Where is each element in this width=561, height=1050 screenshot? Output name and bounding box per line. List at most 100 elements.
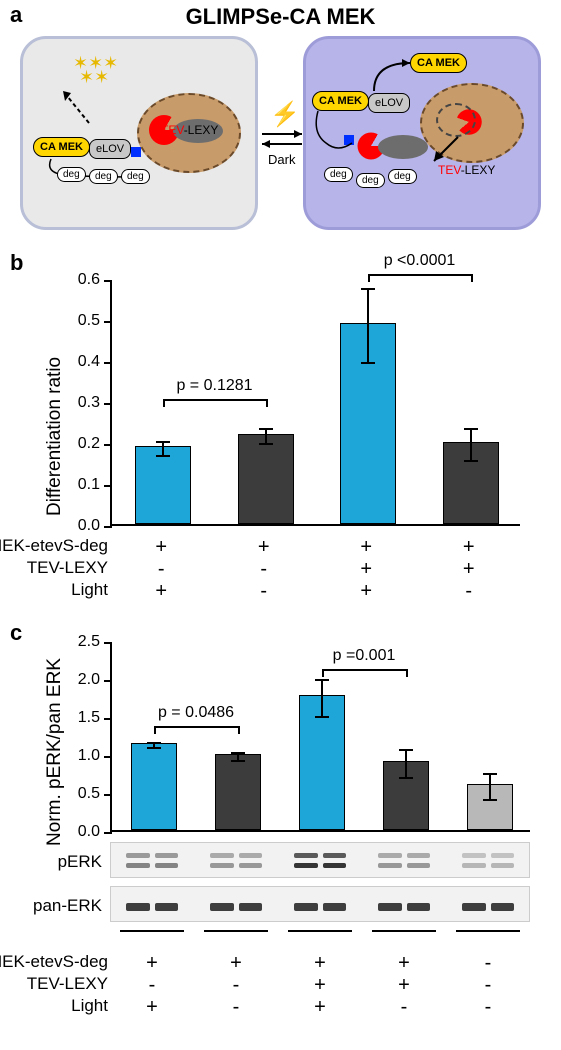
- ytick: [104, 362, 112, 364]
- condition-value: +: [398, 974, 410, 997]
- condition-value: -: [485, 996, 492, 1019]
- blot-band: [491, 903, 515, 911]
- panel-c-plot: 0.00.51.01.52.02.5p = 0.0486p =0.001: [110, 642, 530, 832]
- pval-bracket: [163, 399, 266, 401]
- equilibrium-arrows-icon: [258, 126, 306, 152]
- condition-value: +: [360, 580, 372, 603]
- ytick-label: 0.0: [78, 823, 100, 841]
- blot-band: [126, 903, 150, 911]
- panerk-label: pan-ERK: [6, 896, 102, 916]
- condition-value: +: [314, 952, 326, 975]
- pval-label: p = 0.0486: [158, 704, 234, 722]
- error-cap: [259, 443, 273, 445]
- panel-c-ylabel: Norm. pERK/pan ERK: [44, 616, 66, 846]
- elov-chip: eLOV: [368, 93, 410, 113]
- tev-lexy-left: TEV-LEXY: [161, 123, 218, 137]
- grey-oval: [378, 135, 428, 159]
- error-bar: [367, 288, 369, 362]
- ytick-label: 0.1: [78, 476, 100, 494]
- blot-band: [294, 863, 318, 868]
- condition-value: +: [146, 996, 158, 1019]
- condition-value: +: [258, 536, 270, 559]
- ytick-label: 0.2: [78, 435, 100, 453]
- deg-chip: deg: [388, 169, 417, 184]
- error-cap: [483, 773, 497, 775]
- elov-chip: eLOV: [89, 139, 131, 159]
- error-bar: [405, 749, 407, 776]
- error-bar: [470, 428, 472, 461]
- blot-band: [323, 853, 347, 858]
- arrow-icon: [428, 133, 468, 169]
- blot-band: [155, 863, 179, 868]
- error-cap: [464, 428, 478, 430]
- condition-label: TEV-LEXY: [0, 974, 108, 994]
- pval-label: p = 0.1281: [176, 377, 252, 395]
- blot-band: [407, 853, 431, 858]
- cell-right: CA MEK CA MEK eLOV deg deg deg TEV-LEXY: [303, 36, 541, 230]
- error-bar: [162, 441, 164, 456]
- camek-chip: CA MEK: [33, 137, 90, 157]
- blot-band: [126, 853, 150, 858]
- ytick-label: 1.5: [78, 709, 100, 727]
- blot-band: [407, 863, 431, 868]
- panel-b-ylabel: Differentiation ratio: [44, 306, 66, 516]
- bracket-tick: [322, 669, 324, 677]
- deg-chip: deg: [89, 169, 118, 184]
- panel-b: b Differentiation ratio 0.00.10.20.30.40…: [0, 250, 561, 620]
- lightning-icon: ⚡: [270, 100, 300, 129]
- ytick-label: 0.3: [78, 394, 100, 412]
- ytick: [104, 321, 112, 323]
- blot-band: [491, 853, 515, 858]
- condition-label: TEV-LEXY: [0, 558, 108, 578]
- condition-value: +: [360, 536, 372, 559]
- condition-value: +: [314, 974, 326, 997]
- condition-value: -: [233, 974, 240, 997]
- condition-value: +: [463, 536, 475, 559]
- bracket-tick: [368, 274, 370, 282]
- blot-band: [294, 903, 318, 911]
- bar: [238, 434, 294, 524]
- deg-chip: deg: [356, 173, 385, 188]
- ytick-label: 0.5: [78, 785, 100, 803]
- condition-label: Light: [0, 996, 108, 1016]
- panel-b-plot: 0.00.10.20.30.40.50.6p = 0.1281p <0.0001: [110, 280, 520, 526]
- ytick: [104, 403, 112, 405]
- blot-band: [462, 903, 486, 911]
- condition-value: -: [485, 952, 492, 975]
- ytick: [104, 280, 112, 282]
- pval-label: p <0.0001: [384, 252, 456, 270]
- camek-chip: CA MEK: [312, 91, 369, 111]
- ytick: [104, 680, 112, 682]
- ytick: [104, 832, 112, 834]
- blue-square-icon: [131, 147, 141, 157]
- blot-band: [462, 853, 486, 858]
- blot-band: [126, 863, 150, 868]
- error-bar: [489, 773, 491, 799]
- error-cap: [399, 749, 413, 751]
- condition-label: CA MEK-etevS-deg: [0, 536, 108, 556]
- lane-underline: [372, 930, 436, 932]
- figure: a GLIMPSe-CA MEK TEV-LEXY ✶✶✶ ✶✶ CA MEK …: [0, 0, 561, 1050]
- condition-value: +: [155, 536, 167, 559]
- ytick-label: 0.0: [78, 517, 100, 535]
- ytick: [104, 794, 112, 796]
- blot-band: [210, 853, 234, 858]
- error-cap: [315, 679, 329, 681]
- bracket-tick: [154, 726, 156, 734]
- blot-band: [378, 903, 402, 911]
- condition-value: +: [463, 558, 475, 581]
- error-cap: [315, 716, 329, 718]
- ytick-label: 2.5: [78, 633, 100, 651]
- condition-value: +: [155, 580, 167, 603]
- dashed-oval-icon: [436, 103, 476, 137]
- condition-value: +: [230, 952, 242, 975]
- deg-chip: deg: [121, 169, 150, 184]
- blot-band: [323, 863, 347, 868]
- blot-band: [462, 863, 486, 868]
- panel-c: c Norm. pERK/pan ERK 0.00.51.01.52.02.5p…: [0, 620, 561, 1050]
- error-cap: [147, 742, 161, 744]
- ytick-label: 0.4: [78, 353, 100, 371]
- lane-underline: [120, 930, 184, 932]
- lane-underline: [288, 930, 352, 932]
- linker-line: [312, 109, 360, 169]
